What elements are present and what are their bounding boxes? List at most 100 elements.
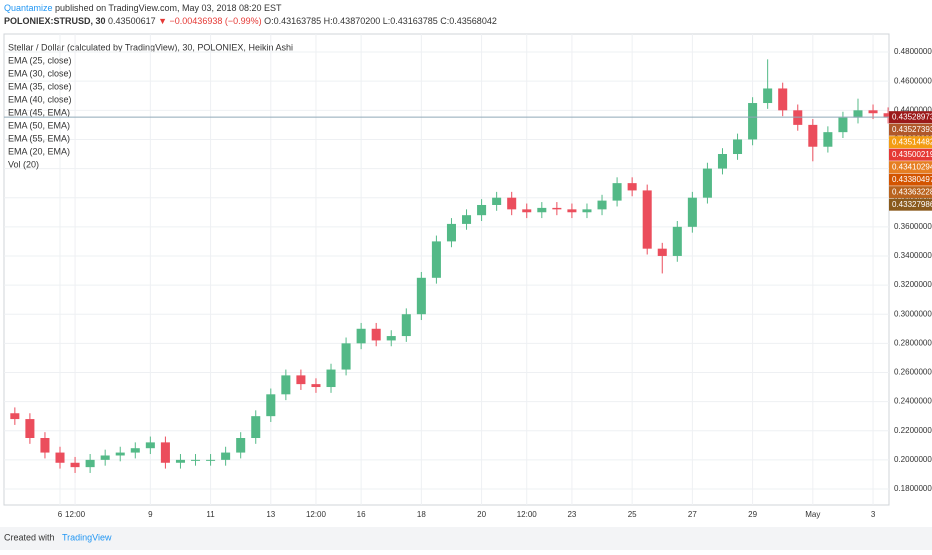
x-tick-label: 9 [148, 510, 153, 519]
x-tick-label: 12:00 [65, 510, 86, 519]
candle-body [296, 375, 306, 385]
candle-body [281, 375, 291, 395]
plot-frame [3, 33, 890, 506]
footer-bar [0, 527, 932, 550]
price-tag [889, 148, 932, 161]
x-tick-label: 18 [417, 510, 426, 519]
candle-body [582, 209, 592, 213]
price-tag-label: 0.43514482 [892, 137, 932, 146]
x-tick-label: 20 [477, 510, 486, 519]
x-tick-label: 12:00 [306, 510, 327, 519]
x-tick-label: 27 [688, 510, 697, 519]
candle-body [326, 369, 336, 388]
x-tick-label: 25 [628, 510, 637, 519]
candle-body [266, 394, 276, 417]
candle-body [401, 314, 411, 337]
candle-body [853, 110, 863, 118]
candle-body [206, 459, 216, 461]
candle-body [642, 190, 652, 249]
price-tag [889, 198, 932, 211]
candle-body [190, 459, 201, 461]
candle-body [85, 459, 95, 468]
candle-body [868, 110, 878, 114]
symbol: POLONIEX:STRUSD, 30 [4, 16, 106, 26]
candle-body [236, 438, 246, 453]
candle-body [371, 328, 381, 341]
candle-body [567, 209, 577, 213]
candle-body [251, 416, 261, 439]
change: ▼ −0.00436938 (−0.99%) [158, 16, 261, 26]
candle-body [145, 442, 155, 449]
legend-entry: EMA (40, close) [8, 94, 72, 104]
price-tag-label: 0.43327986 [892, 200, 932, 209]
candle-body [492, 197, 502, 205]
x-tick-label: 29 [748, 510, 757, 519]
legend-entry: EMA (55, EMA) [8, 133, 70, 143]
candle-body [537, 207, 547, 213]
candle-body [477, 204, 487, 216]
price-tag [889, 161, 932, 174]
price-tag-label: 0.43410294 [892, 162, 932, 171]
candle-body [702, 168, 712, 198]
candle-body [717, 154, 727, 169]
x-tick-label: 12:00 [517, 510, 538, 519]
candle-body [838, 117, 848, 133]
price-tag-label: 0.43380497 [892, 175, 932, 184]
candle-body [823, 132, 833, 147]
legend-entry: EMA (30, close) [8, 68, 72, 78]
price-tag [889, 186, 932, 199]
x-tick-label: 6 [58, 510, 63, 519]
x-tick-label: 23 [567, 510, 576, 519]
price-tag-label: 0.43363228 [892, 187, 932, 196]
candle-body [627, 183, 637, 191]
candle-body [597, 200, 607, 210]
candle-body [10, 413, 20, 420]
candle-body [687, 197, 697, 227]
candle-body [778, 88, 788, 111]
author[interactable]: Quantamize [4, 3, 53, 13]
candle-body [70, 462, 80, 468]
footer-brand[interactable]: TradingView [62, 532, 112, 542]
candle-body [115, 452, 125, 456]
candle-body [130, 448, 140, 453]
price-tag [889, 136, 932, 149]
candle-body [221, 452, 231, 460]
x-tick-label: May [805, 510, 820, 519]
y-tick-label: 0.48000000 [894, 47, 932, 56]
candle-body [672, 226, 682, 256]
legend-entry: EMA (35, close) [8, 81, 72, 91]
legend-entry: Vol (20) [8, 159, 39, 169]
last-price: 0.43500617 [108, 16, 156, 26]
candle-body [522, 209, 532, 213]
x-tick-label: 13 [266, 510, 275, 519]
symbol-line: POLONIEX:STRUSD, 30 0.43500617 ▼ −0.0043… [4, 16, 497, 26]
candle-body [100, 455, 110, 460]
candle-body [416, 277, 426, 315]
legend-entry: EMA (20, EMA) [8, 146, 70, 156]
candle-body [311, 384, 321, 388]
candle-body [883, 113, 893, 118]
price-tag-label: 0.43500219 [892, 150, 932, 159]
candle-body [431, 241, 441, 278]
candle-body [763, 88, 773, 104]
candle-body [507, 197, 517, 210]
candle-body [341, 343, 351, 370]
candle-body [733, 139, 743, 155]
price-tag [889, 123, 932, 136]
candle-body [748, 103, 758, 140]
price-tag [889, 111, 932, 124]
x-tick-label: 16 [357, 510, 366, 519]
legend-entry: EMA (45, EMA) [8, 107, 70, 117]
published: published on TradingView.com, May 03, 20… [55, 3, 282, 13]
